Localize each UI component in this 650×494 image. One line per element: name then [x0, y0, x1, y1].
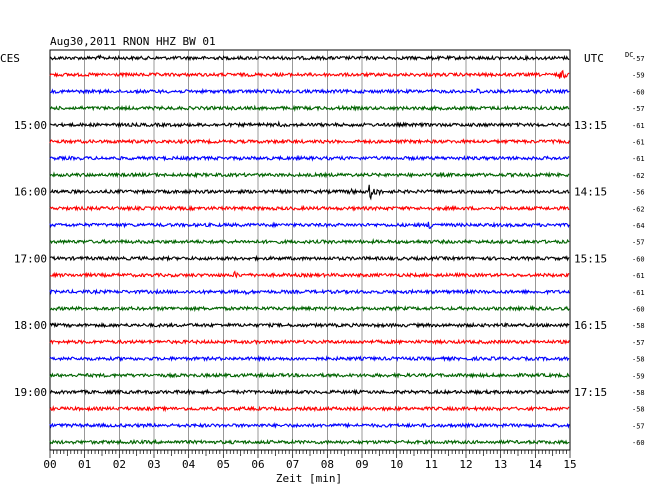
dc-offset-value: -59: [632, 372, 645, 380]
left-hour-label: 19:00: [14, 386, 47, 399]
trace-row-9: [49, 204, 570, 212]
dc-offset-value: -57: [632, 422, 645, 430]
dc-offset-value: -60: [632, 439, 645, 447]
dc-offset-value: -64: [632, 222, 645, 230]
dc-offset-value: -60: [632, 255, 645, 263]
dc-offset-value: -58: [632, 356, 645, 364]
dc-offset-value: -61: [632, 289, 645, 297]
x-tick-label: 02: [113, 458, 126, 471]
dc-offset-value: -57: [632, 55, 645, 63]
left-axis-label: CES: [0, 52, 20, 65]
right-hour-label: 14:15: [574, 186, 607, 199]
trace-row-4: [49, 120, 570, 129]
trace-row-1: [49, 69, 570, 79]
dc-offset-value: -60: [632, 306, 645, 314]
dc-offset-value: -56: [632, 189, 645, 197]
x-axis: 00 01 02 03 04 05 06 07 08 09 10 11 12 13 14 15: [43, 450, 577, 471]
dc-offset-value: -58: [632, 406, 645, 414]
trace-row-15: [49, 304, 570, 313]
trace-row-6: [49, 154, 570, 162]
x-tick-label: 01: [78, 458, 91, 471]
trace-row-20: [49, 388, 570, 396]
dc-offset-value: -57: [632, 239, 645, 247]
trace-row-21: [49, 405, 570, 413]
dc-offset-value: -60: [632, 88, 645, 96]
x-tick-label: 03: [147, 458, 160, 471]
trace-row-23: [49, 438, 570, 446]
left-hour-label: 16:00: [14, 186, 47, 199]
x-tick-label: 14: [529, 458, 543, 471]
x-tick-label: 00: [43, 458, 56, 471]
hour-labels: 15:00 16:00 17:00 18:00 19:00 13:15 14:15 15:15…: [14, 119, 607, 399]
x-tick-label: 10: [390, 458, 403, 471]
trace-row-18: [49, 354, 570, 363]
dc-offset-value: -61: [632, 139, 645, 147]
right-hour-label: 15:15: [574, 252, 607, 265]
dc-offset-value: -58: [632, 322, 645, 330]
trace-row-5: [49, 137, 570, 145]
grid: [49, 49, 571, 451]
right-axis-label: UTC: [584, 52, 604, 65]
trace-row-11: [49, 238, 570, 246]
right-hour-label: 16:15: [574, 319, 607, 332]
dc-offset-value: -62: [632, 205, 645, 213]
x-tick-label: 09: [355, 458, 368, 471]
dc-offset-labels: -57 -59 -60 -57 -61 -61 -61 -62 -56 -62 -64 -57 -60 -…: [632, 55, 645, 447]
trace-row-0: [49, 54, 570, 62]
x-axis-label: Zeit [min]: [276, 472, 342, 485]
trace-row-12: [49, 254, 570, 263]
x-tick-label: 07: [286, 458, 299, 471]
trace-row-13: [49, 270, 570, 279]
trace-row-22: [49, 421, 570, 429]
left-hour-label: 17:00: [14, 252, 47, 265]
trace-row-10: [49, 221, 570, 230]
x-tick-label: 05: [217, 458, 230, 471]
x-tick-label: 11: [425, 458, 438, 471]
x-tick-label: 04: [182, 458, 196, 471]
trace-row-17: [49, 338, 570, 346]
dc-offset-value: -62: [632, 172, 645, 180]
x-tick-label: 08: [321, 458, 334, 471]
trace-row-8: [49, 184, 570, 201]
x-tick-label: 15: [563, 458, 576, 471]
x-tick-label: 12: [459, 458, 472, 471]
trace-row-16: [49, 321, 570, 329]
dc-offset-value: -61: [632, 122, 645, 130]
dc-offset-value: -58: [632, 389, 645, 397]
dc-offset-value: -57: [632, 339, 645, 347]
dc-offset-value: -61: [632, 155, 645, 163]
x-tick-label: 06: [251, 458, 264, 471]
trace-row-14: [49, 288, 570, 296]
trace-row-2: [49, 87, 570, 95]
dc-offset-value: -61: [632, 272, 645, 280]
right-hour-label: 17:15: [574, 386, 607, 399]
dc-offset-value: -57: [632, 105, 645, 113]
trace-row-19: [49, 371, 570, 379]
chart-title: Aug30,2011 RNON HHZ BW 01: [50, 35, 216, 48]
x-tick-label: 13: [494, 458, 507, 471]
right-hour-label: 13:15: [574, 119, 607, 132]
trace-row-7: [49, 171, 570, 179]
dc-offset-value: -59: [632, 72, 645, 80]
dc-offset-label: DC: [625, 51, 633, 59]
traces: [49, 54, 570, 446]
left-hour-label: 15:00: [14, 119, 47, 132]
left-hour-label: 18:00: [14, 319, 47, 332]
trace-row-3: [49, 104, 570, 112]
